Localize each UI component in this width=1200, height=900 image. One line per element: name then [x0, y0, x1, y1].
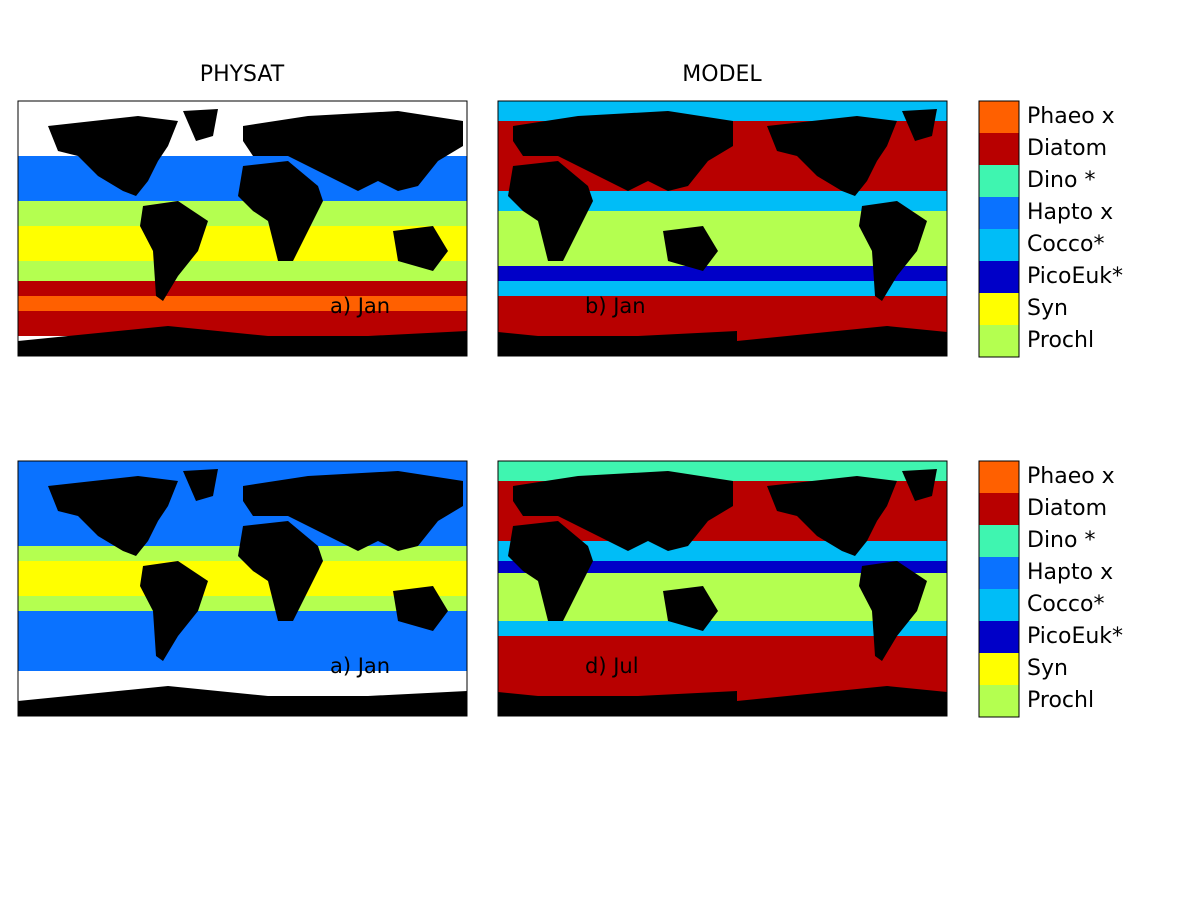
colorbar-label: PicoEuk* [1027, 264, 1123, 289]
colorbar-label: PicoEuk* [1027, 624, 1123, 649]
colorbar-swatch [979, 133, 1019, 165]
map-panel: b) Jan [497, 100, 948, 357]
colorbar: Phaeo x Diatom Dino * Hapto x Cocco* PicoEuk*… [978, 460, 1123, 718]
colorbar-label: Diatom [1027, 496, 1107, 521]
colorbar-swatch [979, 293, 1019, 325]
colorbar-label: Hapto x [1027, 200, 1113, 225]
colorbar-label: Cocco* [1027, 232, 1104, 257]
map [498, 461, 947, 716]
colorbar-label: Syn [1027, 296, 1068, 321]
column-title: MODEL [682, 62, 762, 87]
map [18, 461, 467, 716]
colorbar-label: Hapto x [1027, 560, 1113, 585]
ocean-band [18, 201, 467, 226]
ocean-band [18, 226, 467, 261]
colorbar-label: Dino * [1027, 168, 1095, 193]
ocean-band [498, 561, 947, 573]
map-frame [17, 100, 468, 357]
map-frame [497, 460, 948, 717]
colorbar-swatch [979, 325, 1019, 357]
map [498, 101, 947, 356]
ocean-band [498, 191, 947, 211]
ocean-band [18, 261, 467, 281]
panel-label: a) Jan [330, 654, 390, 678]
colorbar-swatch [979, 557, 1019, 589]
colorbar-frame [978, 460, 1020, 718]
colorbar-label: Cocco* [1027, 592, 1104, 617]
colorbar-label: Prochl [1027, 688, 1094, 713]
ocean-band [18, 561, 467, 596]
colorbar: Phaeo x Diatom Dino * Hapto x Cocco* PicoEuk*… [978, 100, 1123, 358]
map-frame [17, 460, 468, 717]
colorbar-swatch [979, 261, 1019, 293]
colorbar-swatch [979, 493, 1019, 525]
colorbar-swatch [979, 653, 1019, 685]
colorbar-swatch [979, 461, 1019, 493]
colorbar-label: Diatom [1027, 136, 1107, 161]
colorbar-label: Phaeo x [1027, 464, 1115, 489]
colorbar-swatch [979, 589, 1019, 621]
panel-label: d) Jul [585, 654, 639, 678]
colorbar-swatch [979, 229, 1019, 261]
colorbar-swatch [979, 525, 1019, 557]
map [18, 101, 467, 356]
ocean-band [498, 621, 947, 636]
colorbar-swatch [979, 621, 1019, 653]
colorbar-swatch [979, 685, 1019, 717]
colorbar-swatch [979, 197, 1019, 229]
ocean-band [18, 316, 467, 336]
ocean-band [18, 596, 467, 611]
ocean-band [18, 611, 467, 671]
colorbar-label: Syn [1027, 656, 1068, 681]
colorbar-frame [978, 100, 1020, 358]
map-panel: a) Jan [17, 100, 468, 357]
colorbar-label: Phaeo x [1027, 104, 1115, 129]
ocean-band [498, 281, 947, 296]
map-panel: a) Jan [17, 460, 468, 717]
map-panel: d) Jul [497, 460, 948, 717]
colorbar-label: Prochl [1027, 328, 1094, 353]
map-frame [497, 100, 948, 357]
ocean-band [498, 266, 947, 281]
colorbar-label: Dino * [1027, 528, 1095, 553]
panel-label: b) Jan [585, 294, 646, 318]
ocean-band [18, 296, 467, 311]
panel-label: a) Jan [330, 294, 390, 318]
colorbar-swatch [979, 165, 1019, 197]
colorbar-swatch [979, 101, 1019, 133]
column-title: PHYSAT [200, 62, 285, 87]
